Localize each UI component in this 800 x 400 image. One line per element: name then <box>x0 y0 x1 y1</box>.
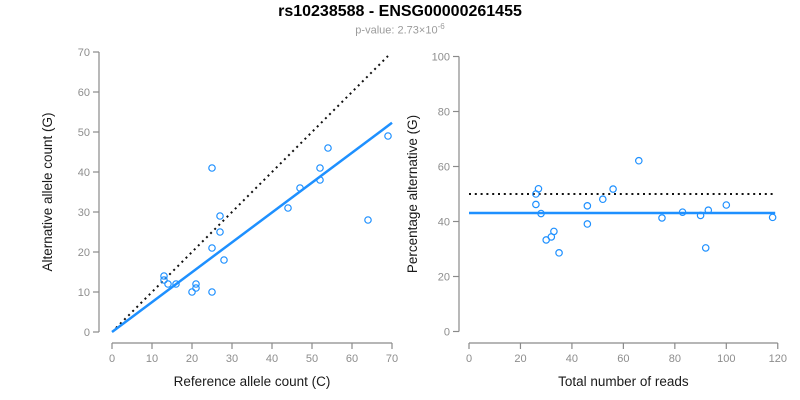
data-point <box>216 228 224 236</box>
data-point <box>296 184 304 192</box>
data-point <box>316 164 324 172</box>
x-tick-label: 100 <box>717 353 735 365</box>
x-tick-label: 80 <box>669 353 681 365</box>
y-tick-label: 0 <box>444 327 450 339</box>
data-point <box>635 156 643 165</box>
x-tick-label: 20 <box>514 353 526 365</box>
y-tick-label: 40 <box>438 217 450 229</box>
x-axis-title: Total number of reads <box>558 374 689 389</box>
x-tick-label: 30 <box>226 353 238 365</box>
y-axis-title: Alternative allele count (G) <box>40 112 55 271</box>
data-point <box>532 200 540 209</box>
data-point <box>534 184 543 193</box>
data-point <box>284 204 292 212</box>
x-tick-label: 0 <box>466 353 472 365</box>
y-tick-label: 0 <box>84 327 90 339</box>
data-point <box>696 211 705 220</box>
data-point <box>583 220 592 228</box>
data-point <box>583 202 592 210</box>
y-tick-label: 20 <box>438 272 450 284</box>
data-point <box>550 227 558 236</box>
x-tick-label: 70 <box>386 353 398 365</box>
identity-line <box>115 55 389 329</box>
data-point <box>384 132 392 140</box>
y-tick-label: 20 <box>78 247 90 259</box>
data-point <box>704 206 713 215</box>
data-point <box>164 280 172 288</box>
x-tick-label: 10 <box>146 353 158 365</box>
data-point <box>324 144 332 152</box>
data-point <box>208 164 216 172</box>
y-tick-label: 10 <box>78 287 90 299</box>
data-point <box>188 288 196 296</box>
y-tick-label: 60 <box>78 87 90 99</box>
data-point <box>220 256 228 264</box>
p-value-exponent: -6 <box>437 22 445 31</box>
x-tick-label: 60 <box>346 353 358 365</box>
y-axis-title: Percentage alternative (G) <box>405 115 420 273</box>
y-tick-label: 70 <box>78 47 90 59</box>
x-tick-label: 40 <box>266 353 278 365</box>
x-tick-label: 20 <box>186 353 198 365</box>
page-title: rs10238588 - ENSG00000261455 <box>278 3 522 20</box>
y-tick-label: 50 <box>78 127 90 139</box>
data-point <box>208 244 216 252</box>
data-point <box>537 209 545 218</box>
y-tick-label: 100 <box>432 52 450 64</box>
x-tick-label: 60 <box>617 353 629 365</box>
x-tick-label: 0 <box>109 353 115 365</box>
data-point <box>192 280 200 288</box>
right-plot: 0 20 40 60 80 100 120 0 20 40 60 80 100 Total number … <box>405 52 787 390</box>
x-tick-label: 40 <box>566 353 578 365</box>
data-point <box>658 214 666 222</box>
p-value-subtitle: p-value: 2.73×10-6 <box>0 22 800 37</box>
data-point <box>555 249 563 257</box>
data-point <box>722 201 731 209</box>
data-point <box>609 185 617 193</box>
data-point <box>172 280 180 288</box>
y-tick-label: 60 <box>438 162 450 174</box>
data-point <box>316 176 324 184</box>
data-point <box>701 244 710 252</box>
fit-line <box>111 121 393 334</box>
data-point <box>160 272 168 280</box>
data-point <box>598 195 607 204</box>
data-point <box>678 208 687 216</box>
y-tick-label: 80 <box>438 107 450 119</box>
data-point <box>768 213 777 222</box>
data-point <box>216 212 224 220</box>
y-tick-label: 30 <box>78 207 90 219</box>
x-axis-title: Reference allele count (C) <box>174 374 331 389</box>
data-point <box>192 284 200 292</box>
p-value-text: p-value: 2.73×10 <box>355 24 438 37</box>
y-tick-label: 40 <box>78 167 90 179</box>
data-point <box>208 288 216 296</box>
x-tick-label: 50 <box>306 353 318 365</box>
data-point <box>364 216 372 224</box>
data-point <box>160 276 168 284</box>
x-tick-label: 120 <box>769 353 787 365</box>
left-plot: 0 10 20 30 40 50 60 70 0 10 20 30 40 50 60 70 Reference … <box>40 47 398 389</box>
